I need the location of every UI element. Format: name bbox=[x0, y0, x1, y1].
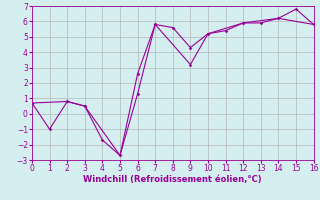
X-axis label: Windchill (Refroidissement éolien,°C): Windchill (Refroidissement éolien,°C) bbox=[84, 175, 262, 184]
